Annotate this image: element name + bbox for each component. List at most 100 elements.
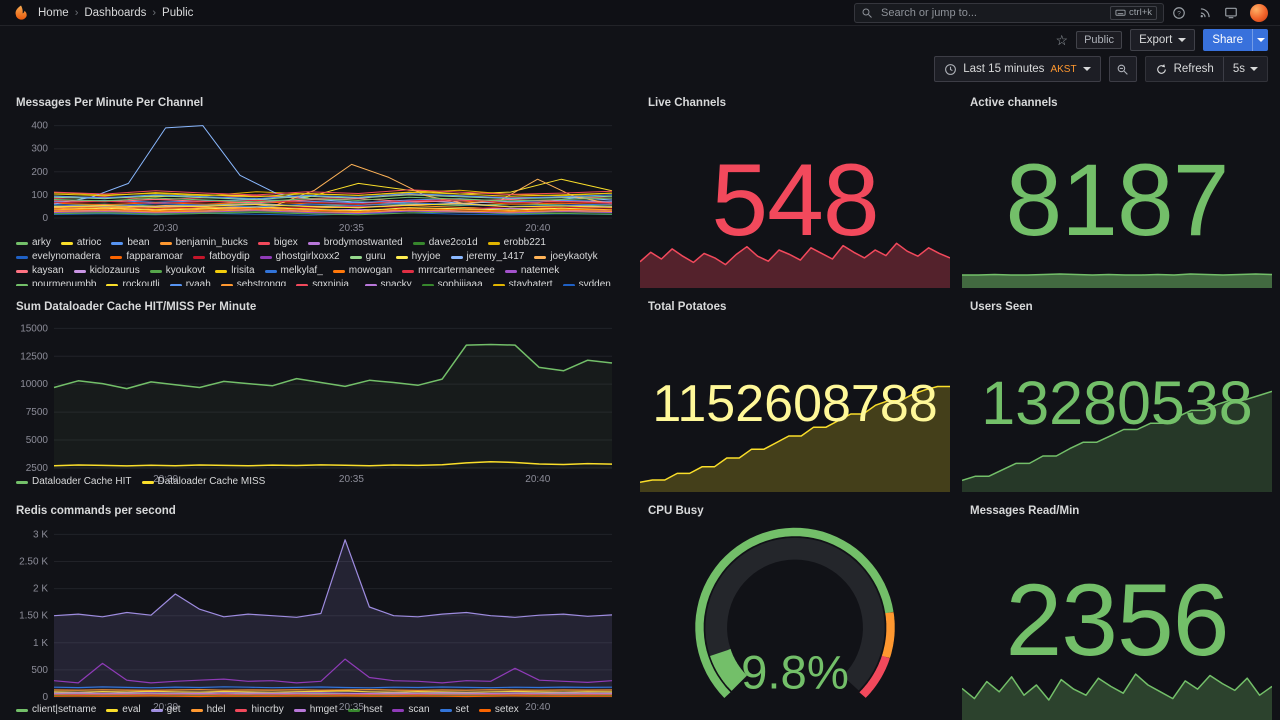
legend-item[interactable]: guru [349, 251, 386, 263]
legend-item[interactable]: pourmenumbb [16, 279, 96, 286]
legend-item[interactable]: mowogan [332, 265, 392, 277]
dataloader-chart[interactable]: 2500 5000 7500 10000 12500 15000 20:30 20:35 20:… [16, 317, 620, 485]
series-name: svdden_ [578, 279, 617, 286]
legend-item[interactable]: arky [16, 237, 51, 249]
legend-item[interactable]: client|setname [16, 704, 96, 716]
legend-item[interactable]: atrioc [60, 237, 101, 249]
refresh-interval-picker[interactable]: 5s [1222, 57, 1267, 81]
legend-item[interactable]: kaysan [16, 265, 64, 277]
series-name: arky [32, 237, 51, 248]
export-button[interactable]: Export [1130, 29, 1196, 51]
stat-body: 548 [648, 113, 942, 286]
breadcrumb: Home › Dashboards › Public [38, 7, 193, 19]
top-navbar: Home › Dashboards › Public ctrl+k ? [0, 0, 1280, 26]
series-name: brodymostwanted [323, 237, 403, 248]
legend-item[interactable]: benjamin_bucks [159, 237, 248, 249]
rss-icon[interactable] [1198, 6, 1212, 20]
series-color-swatch [106, 708, 119, 712]
series-name: benjamin_bucks [175, 237, 248, 248]
breadcrumb-item[interactable]: Home [38, 6, 69, 19]
legend-item[interactable]: fatboydip [193, 251, 250, 263]
stat-value: 8187 [1005, 142, 1230, 257]
legend-item[interactable]: scan [392, 704, 430, 716]
legend-item[interactable]: natemek [504, 265, 559, 277]
legend-item[interactable]: sebstrongg [220, 279, 286, 286]
redis-legend: client|setname eval get hdel hincrby hmget hse… [16, 701, 620, 718]
legend-item[interactable]: Dataloader Cache HIT [16, 476, 132, 488]
time-range-picker[interactable]: Last 15 minutes AKST [934, 56, 1101, 82]
svg-text:200: 200 [31, 167, 48, 178]
legend-item[interactable]: joeykaotyk [534, 251, 598, 263]
legend-item[interactable]: melkylaf_ [264, 265, 323, 277]
legend-item[interactable]: ghostgirlxoxx2 [259, 251, 340, 263]
series-name: setex [494, 704, 519, 715]
series-name: Dataloader Cache MISS [157, 476, 266, 487]
panel-active-channels: Active channels 8187 [962, 90, 1272, 288]
monitor-icon[interactable] [1224, 6, 1238, 20]
chevron-down-icon [1082, 67, 1091, 71]
breadcrumb-separator: › [74, 6, 79, 19]
series-name: hyyjoe [411, 251, 441, 262]
legend-item[interactable]: hincrby [235, 704, 284, 716]
share-menu-caret[interactable] [1252, 29, 1268, 51]
legend-item[interactable]: hset [347, 704, 382, 716]
legend-item[interactable]: svdden_ [562, 279, 617, 286]
panel-title: Active channels [970, 97, 1058, 109]
favorite-star-button[interactable]: ☆ [1055, 32, 1069, 48]
legend-item[interactable]: rockoutli [106, 279, 160, 286]
series-color-swatch [293, 708, 306, 712]
svg-text:20:35: 20:35 [339, 223, 364, 234]
series-name: pourmenumbb [32, 279, 97, 286]
legend-item[interactable]: get [150, 704, 181, 716]
legend-item[interactable]: lrisita [215, 265, 255, 277]
series-color-swatch [215, 269, 228, 273]
legend-item[interactable]: hyyjoe [395, 251, 441, 263]
messages-chart[interactable]: 0 100 200 300 400 20:30 20:35 20:40 [16, 113, 620, 234]
refresh-button[interactable]: Refresh [1145, 57, 1223, 81]
legend-item[interactable]: jeremy_1417 [450, 251, 524, 263]
legend-item[interactable]: dave2co1d [412, 237, 478, 249]
legend-item[interactable]: kiclozaurus [73, 265, 140, 277]
clock-icon [944, 63, 957, 76]
legend-item[interactable]: sgxninja_ [296, 279, 355, 286]
search-box[interactable]: ctrl+k [854, 2, 1164, 23]
legend-item[interactable]: fapparamoar [110, 251, 183, 263]
share-button[interactable]: Share [1203, 29, 1252, 51]
legend-item[interactable]: hmget [293, 704, 338, 716]
legend-item[interactable]: ryaah [169, 279, 211, 286]
svg-text:10000: 10000 [20, 379, 48, 390]
svg-text:20:35: 20:35 [339, 474, 364, 485]
series-color-swatch [364, 283, 377, 286]
legend-item[interactable]: snacky [364, 279, 412, 286]
user-avatar[interactable] [1250, 3, 1268, 22]
legend-item[interactable]: brodymostwanted [307, 237, 403, 249]
panel-title: Messages Per Minute Per Channel [16, 97, 204, 109]
panel-messages-read: Messages Read/Min 2356 [962, 498, 1272, 720]
legend-item[interactable]: erobb221 [487, 237, 546, 249]
panel-title: Users Seen [970, 301, 1033, 313]
series-color-swatch [487, 241, 500, 245]
legend-item[interactable]: eval [106, 704, 141, 716]
series-color-swatch [562, 283, 575, 286]
legend-item[interactable]: kyoukovt [149, 265, 205, 277]
legend-item[interactable]: mrrcartermaneee [402, 265, 495, 277]
legend-item[interactable]: stayhatert [492, 279, 553, 286]
breadcrumb-item[interactable]: Public [162, 6, 194, 19]
legend-item[interactable]: setex [478, 704, 519, 716]
zoom-out-button[interactable] [1108, 56, 1137, 82]
messages-read-sparkline [962, 650, 1272, 720]
legend-item[interactable]: bigex [257, 237, 298, 249]
breadcrumb-item[interactable]: Dashboards [84, 6, 147, 19]
legend-item[interactable]: sophiiiaaa [421, 279, 483, 286]
panel-total-potatoes: Total Potatoes 1152608788 [640, 294, 950, 492]
legend-item[interactable]: set [439, 704, 469, 716]
series-color-swatch [347, 708, 360, 712]
grafana-logo[interactable] [12, 4, 30, 22]
legend-item[interactable]: Dataloader Cache MISS [141, 476, 266, 488]
redis-chart[interactable]: 0 500 1 K 1.50 K 2 K 2.50 K 3 K 20:30 20:35 20:40 [16, 521, 620, 713]
help-icon[interactable]: ? [1172, 6, 1186, 20]
legend-item[interactable]: hdel [190, 704, 225, 716]
search-input[interactable] [879, 5, 1105, 20]
legend-item[interactable]: bean [111, 237, 150, 249]
legend-item[interactable]: evelynomadera [16, 251, 100, 263]
